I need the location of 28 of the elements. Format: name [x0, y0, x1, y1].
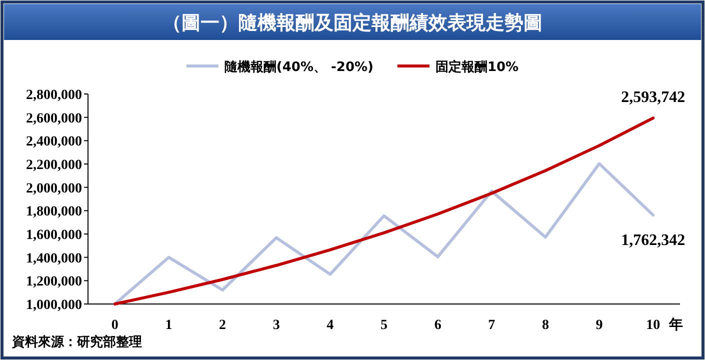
y-tick-label: 1,200,000: [26, 274, 82, 290]
x-tick-label: 3: [272, 318, 280, 333]
annotation: 1,762,342: [621, 232, 686, 250]
y-tick-label: 1,400,000: [26, 251, 82, 266]
x-tick-label: 4: [326, 318, 334, 333]
x-tick-label: 0: [111, 318, 118, 333]
x-tick-label: 10: [646, 318, 660, 333]
legend-label: 固定報酬10%: [435, 59, 519, 75]
legend-label: 隨機報酬(40%、 -20%): [224, 60, 374, 75]
x-tick-label: 2: [219, 318, 226, 333]
x-axis-title: 年: [668, 317, 684, 333]
x-tick-label: 1: [165, 318, 172, 333]
source-note: 資料來源：研究部整理: [11, 334, 142, 350]
x-tick-label: 7: [488, 318, 496, 333]
x-tick-label: 5: [380, 318, 388, 333]
x-tick-label: 6: [434, 318, 442, 333]
y-tick-label: 2,600,000: [26, 111, 82, 126]
y-tick-label: 1,800,000: [26, 204, 82, 220]
x-tick-label: 8: [542, 318, 549, 333]
y-tick-label: 2,200,000: [26, 158, 82, 173]
chart-title: （圖一）隨機報酬及固定報酬績效表現走勢圖: [162, 12, 542, 34]
x-tick-label: 9: [596, 318, 603, 333]
y-tick-label: 2,000,000: [26, 181, 82, 196]
y-tick-label: 1,000,000: [26, 298, 82, 313]
annotation: 2,593,742: [621, 89, 686, 106]
y-tick-label: 1,600,000: [26, 228, 82, 243]
y-tick-label: 2,800,000: [26, 88, 82, 103]
y-tick-label: 2,400,000: [26, 134, 82, 150]
